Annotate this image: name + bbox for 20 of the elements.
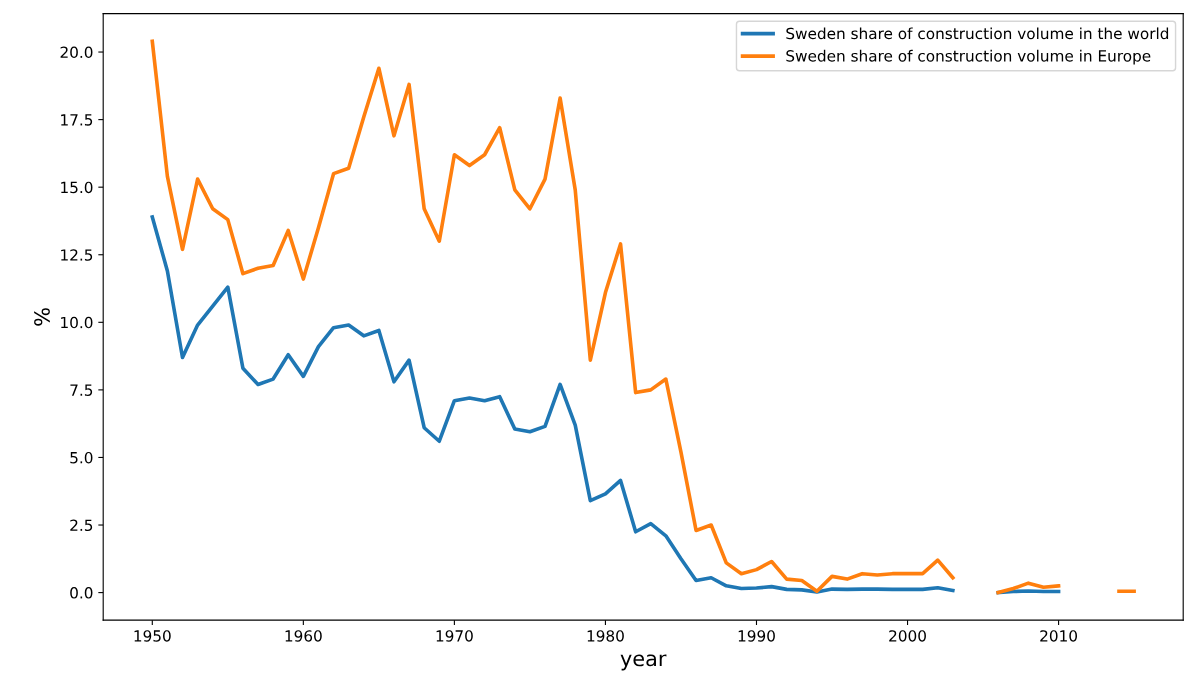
legend-label: Sweden share of construction volume in Europe xyxy=(786,49,1151,65)
y-tick-label: 2.5 xyxy=(70,519,93,532)
x-tick-label: 1990 xyxy=(738,630,775,642)
x-tick-label: 1970 xyxy=(436,630,473,642)
x-tick-label: 1980 xyxy=(587,630,624,642)
legend-label: Sweden share of construction volume in the world xyxy=(786,27,1169,40)
y-tick-label: 0.0 xyxy=(70,587,93,599)
y-tick-label: 17.5 xyxy=(61,114,93,126)
x-tick-label: 1950 xyxy=(134,630,171,642)
x-axis-title: year xyxy=(620,654,667,671)
y-tick-label: 7.5 xyxy=(70,384,93,396)
x-tick-label: 1960 xyxy=(285,630,322,642)
y-tick-label: 12.5 xyxy=(61,249,93,261)
y-tick-label: 5.0 xyxy=(70,451,93,464)
y-tick-label: 15.0 xyxy=(61,181,93,194)
x-tick-label: 2010 xyxy=(1040,630,1078,642)
y-axis-title: % xyxy=(34,308,50,326)
x-tick-label: 2000 xyxy=(889,630,926,642)
y-tick-label: 10.0 xyxy=(61,316,93,329)
y-tick-label: 20.0 xyxy=(60,46,93,59)
